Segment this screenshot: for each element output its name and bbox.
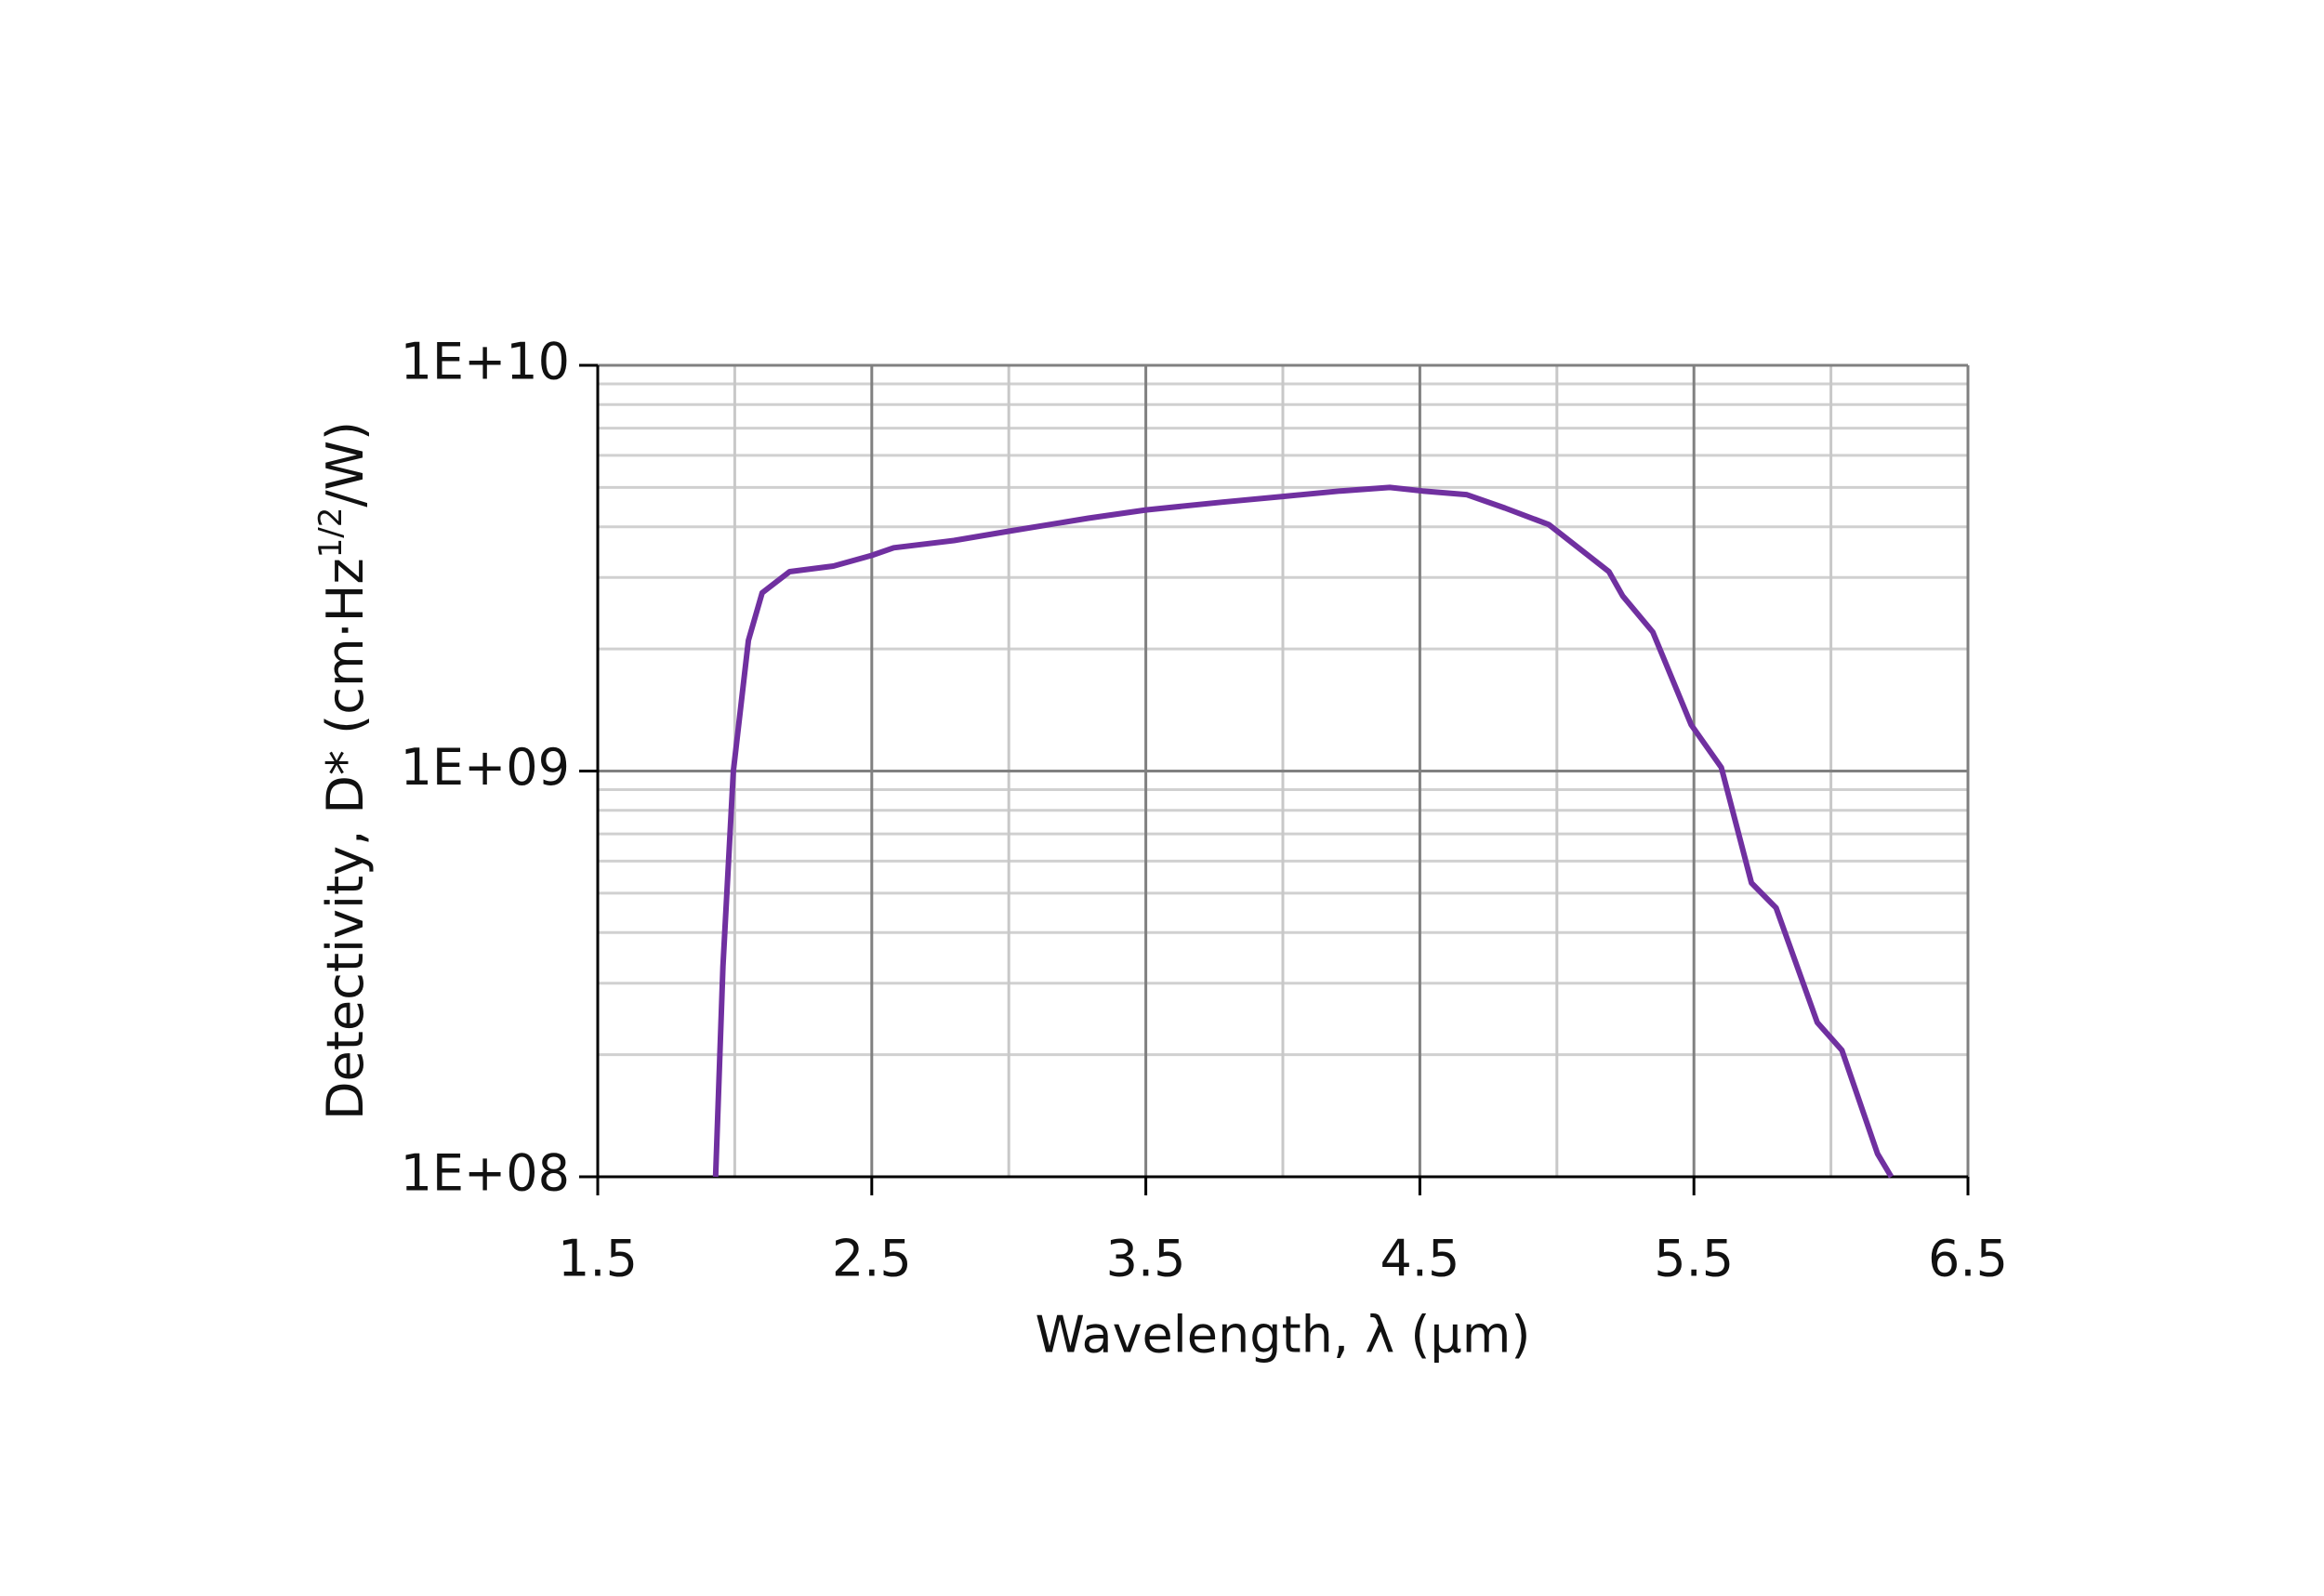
y-tick-label: 1E+10	[401, 333, 570, 391]
x-tick-label: 5.5	[1654, 1230, 1734, 1288]
y-axis-label-main: Detectivity, D* (cm·Hz	[316, 558, 375, 1120]
y-tick-label: 1E+08	[401, 1144, 570, 1203]
y-axis-label: Detectivity, D* (cm·Hz1/2/W)	[312, 421, 375, 1120]
x-tick-label: 1.5	[558, 1230, 638, 1288]
x-axis-label: Wavelength, λ (μm)	[1036, 1306, 1531, 1365]
y-axis-label-end: /W)	[316, 421, 375, 508]
y-tick-label: 1E+09	[401, 738, 570, 797]
x-tick-label: 3.5	[1106, 1230, 1186, 1288]
y-axis-label-sup: 1/2	[312, 508, 350, 559]
x-tick-label: 6.5	[1928, 1230, 2008, 1288]
data-line	[712, 484, 1895, 1179]
x-tick-label: 2.5	[832, 1230, 912, 1288]
x-tick-label: 4.5	[1380, 1230, 1459, 1288]
